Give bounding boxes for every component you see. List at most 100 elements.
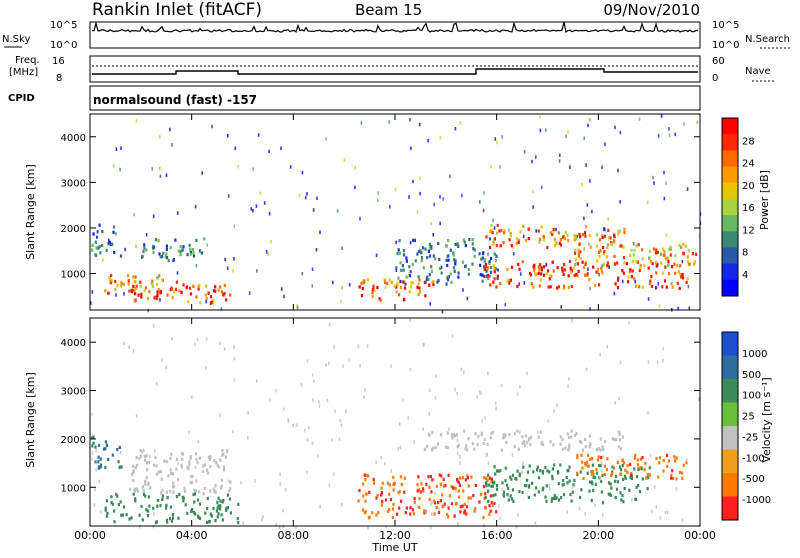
data-cell [428,485,431,489]
data-cell [661,285,664,289]
colorbar-swatch [722,279,738,297]
data-cell [643,468,646,472]
data-cell [515,241,518,245]
data-cell [384,498,388,502]
data-cell [464,265,467,269]
data-cell [553,409,555,414]
data-cell [681,259,684,264]
data-cell [515,477,518,481]
data-cell [581,183,583,187]
data-cell [229,487,232,491]
data-cell [566,481,569,485]
data-cell [388,120,391,124]
data-cell [472,493,475,498]
data-cell [490,477,493,481]
data-cell [525,484,528,488]
data-cell [395,266,398,270]
data-cell [393,481,396,485]
data-cell [158,135,161,139]
data-cell [584,512,586,516]
data-cell [509,494,512,498]
data-cell [667,459,670,463]
data-cell [546,469,549,473]
data-cell [402,398,404,402]
data-cell [671,469,674,473]
data-cell [464,244,467,248]
data-cell [111,453,114,457]
nave-tick-bottom: 0 [712,73,718,84]
data-cell [192,254,196,258]
data-cell [104,289,107,293]
data-cell [569,266,572,270]
data-cell [560,305,562,309]
data-cell [140,292,143,296]
data-cell [588,489,591,493]
data-cell [399,445,402,450]
data-cell [442,477,445,481]
data-cell [619,244,622,248]
data-cell [399,279,402,284]
data-cell [342,364,344,368]
data-cell [459,510,462,514]
data-cell [423,342,425,347]
data-cell [333,345,336,349]
data-cell [454,127,457,131]
data-cell [508,238,511,242]
data-cell [493,226,496,230]
data-cell [631,498,633,502]
data-cell [682,242,685,246]
data-cell [488,237,492,241]
data-cell [571,319,573,323]
data-cell [687,284,690,289]
data-cell [517,238,520,242]
data-cell [219,413,221,417]
data-cell [571,490,574,494]
data-cell [662,247,665,251]
data-cell [487,371,489,376]
data-cell [270,240,272,244]
data-cell [360,121,363,125]
data-cell [449,174,451,179]
data-cell [247,410,249,415]
data-cell [222,498,225,503]
data-cell [459,461,462,465]
data-cell [668,127,670,131]
data-cell [174,287,178,291]
data-cell [187,467,190,471]
data-cell [587,267,589,271]
data-cell [128,517,131,521]
data-cell [523,484,527,488]
data-cell [551,260,554,264]
colorbar-swatch [722,496,738,521]
data-cell [546,245,549,250]
data-cell [645,476,648,480]
data-cell [357,499,360,503]
data-cell [223,347,226,351]
data-cell [579,257,582,261]
data-cell [521,470,523,474]
data-cell [679,264,682,268]
colorbar-swatch [722,263,738,281]
data-cell [493,277,496,281]
y-tick-label: 2000 [61,224,86,235]
data-cell [365,473,368,477]
data-cell [448,494,451,498]
data-cell [152,214,155,218]
data-cell [574,248,577,252]
data-cell [292,423,294,428]
data-cell [539,430,542,434]
data-cell [429,525,432,530]
data-cell [165,252,168,256]
data-cell [97,455,100,459]
data-cell [455,433,458,437]
data-cell [165,518,168,522]
data-cell [688,262,691,266]
data-cell [503,435,506,439]
data-cell [567,384,569,388]
data-cell [502,492,505,496]
data-cell [392,488,395,492]
data-cell [641,456,644,460]
data-cell [543,265,546,269]
data-cell [165,506,168,510]
data-cell [632,242,635,246]
